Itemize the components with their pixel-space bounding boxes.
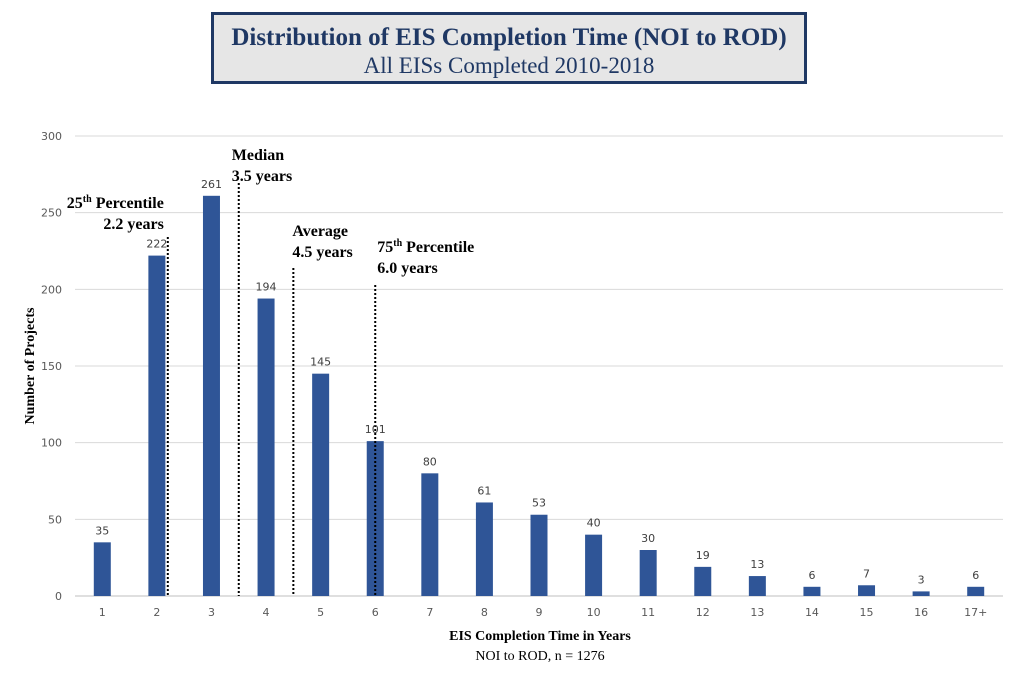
x-tick-label: 9 — [536, 606, 543, 619]
bar — [475, 502, 493, 596]
chart-title-box: Distribution of EIS Completion Time (NOI… — [211, 12, 807, 84]
bar — [803, 586, 821, 596]
x-tick-label: 6 — [372, 606, 379, 619]
bar — [202, 195, 220, 597]
x-axis-title: EIS Completion Time in Years — [449, 629, 631, 644]
y-tick-label: 150 — [41, 360, 62, 373]
data-label: 19 — [696, 549, 710, 562]
bar — [639, 550, 657, 596]
x-tick-label: 15 — [860, 606, 874, 619]
data-label: 53 — [532, 497, 546, 510]
data-label: 6 — [972, 569, 979, 582]
bar — [93, 542, 111, 596]
y-tick-label: 300 — [41, 130, 62, 143]
data-label: 145 — [310, 356, 331, 369]
annotation-label: Average — [292, 223, 348, 240]
annotation-label: 6.0 years — [377, 260, 437, 277]
labels: 0501001502002503003512222261319441455101… — [41, 130, 987, 619]
bar — [748, 576, 766, 596]
data-label: 30 — [641, 532, 655, 545]
bar — [148, 255, 166, 596]
x-tick-label: 12 — [696, 606, 710, 619]
data-label: 101 — [365, 423, 386, 436]
x-tick-label: 16 — [914, 606, 928, 619]
annotation-label: 25th Percentile — [67, 194, 164, 212]
annotation-label: 2.2 years — [103, 216, 163, 233]
y-tick-label: 0 — [55, 590, 62, 603]
y-tick-label: 250 — [41, 207, 62, 220]
bar — [858, 585, 876, 596]
data-label: 194 — [256, 281, 277, 294]
annotation-label: 4.5 years — [292, 244, 352, 261]
bar — [585, 534, 603, 596]
x-tick-label: 17+ — [964, 606, 987, 619]
bar — [530, 514, 548, 596]
bar — [912, 591, 930, 596]
x-tick-label: 5 — [317, 606, 324, 619]
x-tick-label: 13 — [750, 606, 764, 619]
x-tick-label: 1 — [99, 606, 106, 619]
x-tick-label: 3 — [208, 606, 215, 619]
x-tick-label: 2 — [153, 606, 160, 619]
annotation-label: 3.5 years — [232, 168, 292, 185]
annotations: 25th Percentile 2.2 years Median 3.5 years A… — [67, 147, 474, 596]
x-tick-label: 4 — [263, 606, 270, 619]
data-label: 7 — [863, 567, 870, 580]
bar — [312, 373, 330, 596]
x-axis-subtitle: NOI to ROD, n = 1276 — [475, 649, 604, 664]
data-label: 13 — [750, 558, 764, 571]
data-label: 61 — [477, 484, 491, 497]
bar — [694, 566, 712, 596]
y-tick-label: 100 — [41, 437, 62, 450]
y-tick-label: 200 — [41, 283, 62, 296]
x-tick-label: 8 — [481, 606, 488, 619]
bar — [257, 298, 275, 596]
data-label: 6 — [808, 569, 815, 582]
annotation-label: Median — [232, 147, 285, 164]
bars — [93, 195, 985, 597]
x-tick-label: 7 — [426, 606, 433, 619]
x-tick-label: 11 — [641, 606, 655, 619]
bar — [421, 473, 439, 596]
chart-title: Distribution of EIS Completion Time (NOI… — [231, 24, 787, 51]
x-tick-label: 10 — [587, 606, 601, 619]
gridlines — [75, 135, 1003, 597]
data-label: 35 — [95, 524, 109, 537]
data-label: 261 — [201, 178, 222, 191]
y-axis-title: Number of Projects — [23, 307, 38, 424]
data-label: 40 — [587, 517, 601, 530]
data-label: 80 — [423, 455, 437, 468]
data-label: 3 — [918, 573, 925, 586]
chart-subtitle: All EISs Completed 2010-2018 — [363, 53, 655, 78]
y-tick-label: 50 — [48, 513, 62, 526]
data-label: 222 — [146, 238, 167, 251]
annotation-label: 75th Percentile — [377, 238, 474, 256]
x-tick-label: 14 — [805, 606, 819, 619]
bar — [967, 586, 985, 596]
